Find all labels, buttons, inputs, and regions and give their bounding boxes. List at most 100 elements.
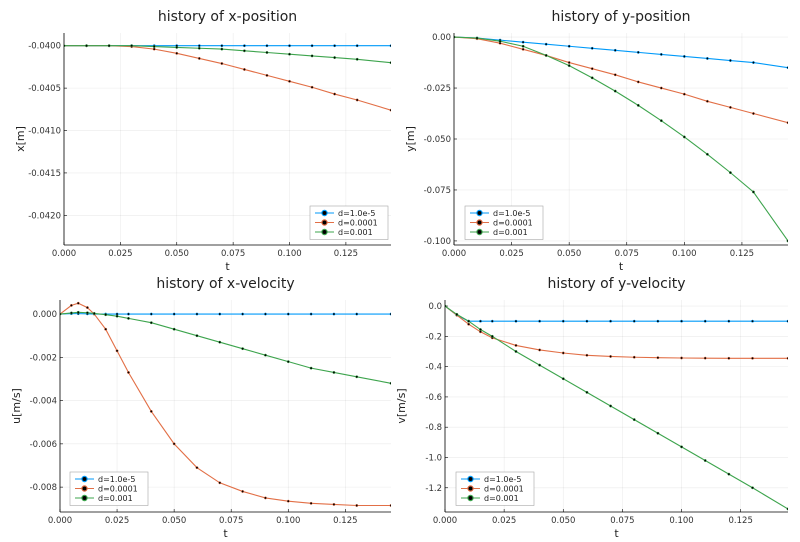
series-point	[636, 50, 640, 54]
series-point	[242, 44, 246, 48]
series-d-1-0e-5	[454, 35, 788, 70]
series-point	[479, 319, 482, 323]
chart-title: history of x-position	[158, 9, 297, 25]
series-d-0-001	[64, 44, 391, 65]
series-point	[288, 44, 291, 48]
series-point	[703, 459, 707, 462]
y-tick-label: -0.0405	[28, 84, 61, 94]
legend-marker	[467, 494, 474, 502]
x-axis-label: t	[619, 260, 624, 273]
series-point	[521, 47, 525, 51]
legend-label: d=0.0001	[484, 485, 524, 494]
x-tick-label: 0.050	[551, 516, 575, 526]
series-point	[585, 319, 589, 323]
legend-entry-d-0-0001: d=0.0001	[315, 219, 378, 228]
series-point	[445, 304, 447, 308]
x-tick-label: 0.100	[669, 516, 693, 526]
series-point	[590, 76, 594, 80]
series-point	[355, 57, 359, 61]
series-point	[85, 306, 89, 310]
series-d-0-0001	[454, 35, 788, 125]
y-tick-label: -0.050	[424, 135, 451, 145]
chart-y-velocity: 0.000 0.025 0.050 0.075 0.100 0.125 0.0 -0.2 -0.…	[395, 276, 788, 540]
series-point	[241, 489, 245, 493]
y-tick-label: -0.8	[425, 423, 442, 433]
chart-title: history of x-velocity	[156, 276, 294, 292]
series-point	[265, 73, 269, 77]
series-d-0-0001	[445, 304, 788, 360]
legend-entry-d-0-001: d=0.001	[461, 494, 519, 503]
series-point	[355, 504, 359, 507]
series-point	[636, 103, 640, 107]
series-point	[590, 67, 594, 71]
series-point	[60, 312, 62, 316]
y-tick-label: -0.6	[425, 393, 442, 403]
series-point	[786, 121, 788, 125]
series-d-0-0001	[64, 44, 391, 112]
y-tick-label: 0.0	[428, 302, 442, 312]
series-point	[659, 86, 663, 90]
series-point	[107, 44, 111, 48]
series-point	[389, 504, 391, 507]
series-point	[567, 44, 571, 48]
series-point	[332, 371, 336, 374]
y-axis-label: u[m/s]	[10, 388, 23, 424]
series-point	[64, 44, 66, 48]
series-point	[172, 327, 176, 331]
series-point	[454, 35, 456, 39]
series-point	[751, 319, 754, 323]
x-axis-label: t	[223, 527, 228, 540]
series-point	[333, 56, 337, 60]
series-point	[727, 472, 731, 476]
series-point	[218, 340, 222, 344]
series-point	[286, 499, 290, 503]
series-line-d-0-0001	[64, 45, 391, 111]
x-tick-label: 0.125	[729, 516, 753, 526]
series-point	[195, 466, 199, 470]
series-point	[728, 59, 732, 62]
series-point	[286, 360, 290, 364]
series-point	[786, 319, 788, 323]
series-point	[152, 47, 156, 51]
legend-entry-d-1-0e-5: d=1.0e-5	[470, 209, 530, 218]
series-point	[751, 112, 755, 115]
series-point	[218, 481, 222, 485]
series-point	[514, 319, 518, 323]
series-point	[175, 51, 179, 55]
series-point	[682, 135, 686, 139]
legend-label: d=1.0e-5	[493, 209, 530, 218]
series-point	[705, 99, 709, 103]
x-tick-label: 0.125	[333, 516, 357, 526]
legend-entry-d-0-001: d=0.001	[470, 228, 528, 237]
series-point	[197, 46, 201, 50]
x-tick-label: 0.025	[499, 249, 523, 259]
series-point	[727, 319, 731, 323]
series-point	[727, 356, 731, 360]
y-axis-label: x[m]	[14, 126, 27, 152]
series-point	[585, 353, 589, 357]
series-point	[613, 89, 617, 93]
x-tick-label: 0.075	[610, 516, 634, 526]
legend-marker	[321, 219, 328, 226]
series-point	[197, 44, 201, 48]
y-tick-label: -0.075	[424, 186, 451, 196]
series-point	[544, 42, 548, 46]
series-point	[703, 356, 707, 360]
series-point	[92, 311, 96, 315]
series-point	[751, 486, 754, 490]
series-point	[241, 347, 245, 351]
series-point	[115, 314, 119, 318]
series-point	[786, 507, 788, 511]
legend-entry-d-0-001: d=0.001	[75, 494, 133, 503]
series-point	[659, 119, 663, 123]
series-point	[389, 44, 391, 48]
series-point	[636, 80, 640, 84]
legend-label: d=0.001	[493, 228, 528, 237]
series-d-0-001	[60, 310, 391, 385]
series-point	[389, 61, 391, 65]
series-line-d-0-001	[64, 45, 391, 64]
series-point	[332, 502, 336, 506]
